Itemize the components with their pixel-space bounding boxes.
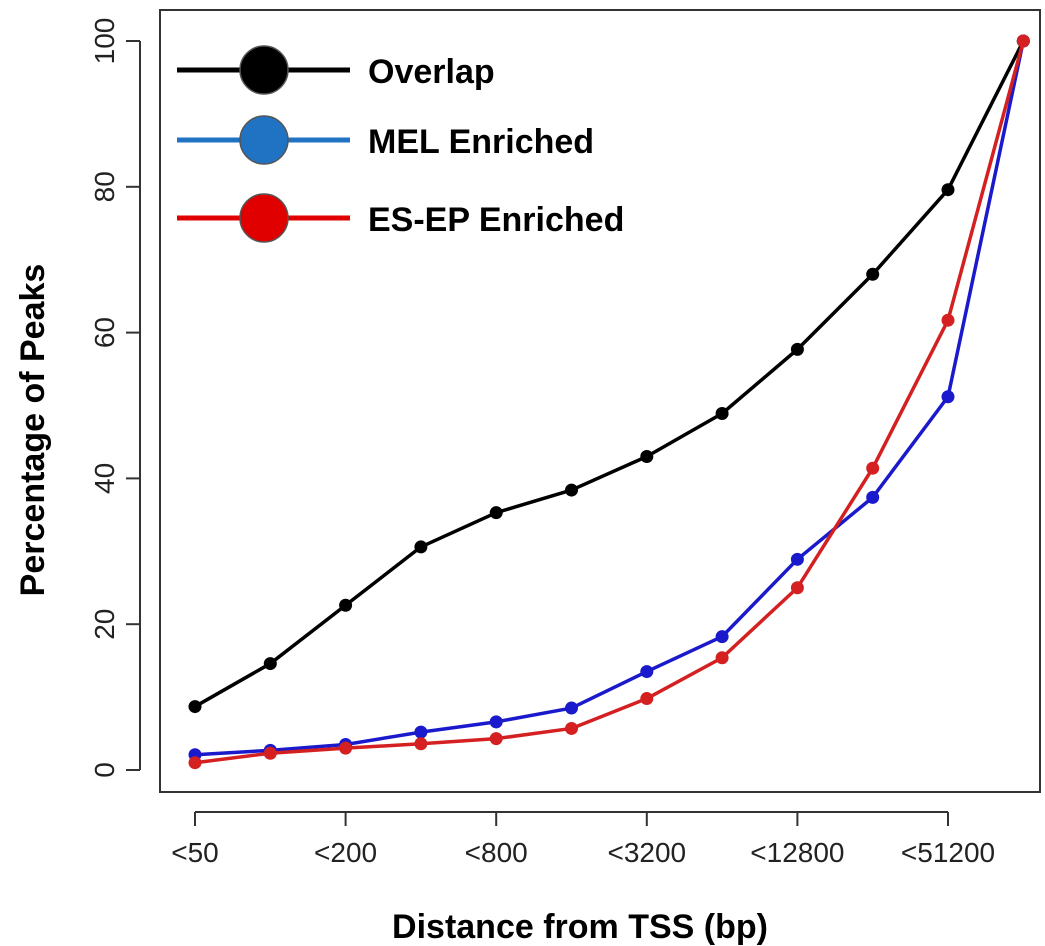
x-tick-label: <800	[465, 837, 528, 868]
data-point	[263, 657, 277, 671]
data-point	[790, 581, 804, 595]
data-point	[414, 737, 428, 751]
series-line	[194, 40, 1025, 709]
legend-item-overlap: Overlap	[177, 45, 495, 95]
x-tick-label: <51200	[901, 837, 995, 868]
data-point	[941, 390, 955, 404]
data-point	[715, 407, 729, 421]
data-point	[866, 490, 880, 504]
y-tick-label: 40	[89, 463, 120, 494]
data-point	[489, 732, 503, 746]
series-layer	[188, 34, 1030, 770]
legend: Overlap MEL Enriched ES-EP Enriched	[177, 45, 624, 243]
data-point	[188, 700, 202, 714]
data-point	[866, 267, 880, 281]
data-point	[489, 715, 503, 729]
data-point	[790, 342, 804, 356]
y-tick-label: 80	[89, 171, 120, 202]
data-point	[715, 630, 729, 644]
data-point	[565, 721, 578, 735]
legend-item-mel-enriched: MEL Enriched	[177, 115, 594, 165]
y-tick-label: 20	[89, 609, 120, 640]
legend-label: ES-EP Enriched	[368, 201, 624, 239]
data-point	[941, 183, 955, 197]
y-tick-label: 100	[89, 18, 120, 65]
x-tick-label: <12800	[750, 837, 844, 868]
data-point	[263, 746, 277, 760]
y-axis: 0 20 40 60 80 100	[89, 18, 141, 778]
legend-item-es-ep-enriched: ES-EP Enriched	[177, 193, 624, 243]
plot-frame	[159, 9, 1041, 793]
data-point	[640, 665, 654, 679]
x-tick-label: <3200	[607, 837, 686, 868]
data-point	[489, 506, 503, 520]
legend-marker	[239, 45, 289, 95]
data-point	[1016, 34, 1030, 48]
x-tick-label: <50	[171, 837, 219, 868]
x-axis: <50 <200 <800 <3200 <12800 <51200	[171, 811, 995, 868]
data-point	[339, 741, 353, 755]
series-line	[194, 40, 1025, 765]
x-axis-title: Distance from TSS (bp)	[392, 908, 768, 946]
series-es-ep-enriched	[188, 34, 1030, 770]
y-tick-label: 60	[89, 317, 120, 348]
data-point	[790, 552, 804, 566]
data-point	[640, 450, 654, 464]
data-point	[941, 313, 955, 327]
legend-label: MEL Enriched	[368, 123, 594, 161]
data-point	[414, 540, 428, 554]
data-point	[866, 461, 880, 475]
legend-marker	[239, 115, 289, 165]
data-point	[715, 651, 729, 665]
series-line	[194, 40, 1026, 757]
y-tick-label: 0	[89, 762, 120, 778]
y-axis-title: Percentage of Peaks	[14, 264, 52, 597]
legend-marker	[239, 193, 289, 243]
data-point	[339, 598, 353, 612]
series-mel-enriched	[188, 34, 1030, 762]
x-tick-label: <200	[314, 837, 377, 868]
data-point	[414, 725, 428, 739]
data-point	[565, 483, 578, 497]
data-point	[565, 701, 578, 715]
data-point	[640, 692, 654, 706]
series-overlap	[188, 34, 1030, 714]
data-point	[188, 756, 202, 770]
legend-label: Overlap	[368, 53, 495, 91]
